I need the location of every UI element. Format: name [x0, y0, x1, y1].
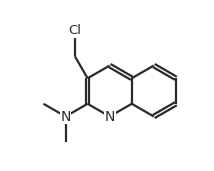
- Text: Cl: Cl: [68, 24, 81, 37]
- Text: N: N: [60, 109, 71, 123]
- Text: N: N: [104, 109, 115, 123]
